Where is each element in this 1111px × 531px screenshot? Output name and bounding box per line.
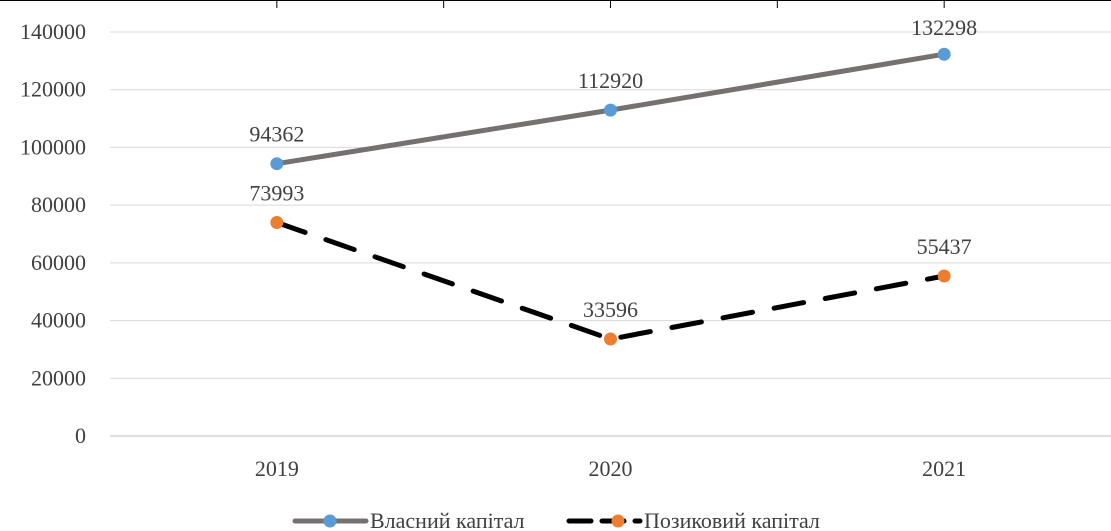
y-tick-label: 100000 <box>20 134 86 159</box>
y-tick-label: 140000 <box>20 19 86 44</box>
x-axis: 2019 2020 2021 <box>110 435 1111 481</box>
y-tick-label: 80000 <box>31 192 86 217</box>
y-tick-label: 40000 <box>31 308 86 333</box>
series-group <box>270 47 951 346</box>
data-label: 55437 <box>917 234 972 259</box>
x-tick-label: 2021 <box>922 456 966 481</box>
legend-marker-2 <box>611 514 625 528</box>
series-line-2 <box>274 220 947 342</box>
data-label: 33596 <box>583 297 638 322</box>
legend-marker-1 <box>323 514 337 528</box>
data-label: 132298 <box>911 15 977 40</box>
data-label: 112920 <box>578 68 643 93</box>
x-tick-label: 2019 <box>255 456 299 481</box>
series-2-point <box>270 215 284 229</box>
y-tick-label: 0 <box>75 423 86 448</box>
legend: Власний капітал Позиковий капітал <box>292 508 820 531</box>
series-2-point <box>604 332 617 346</box>
y-axis: 0 20000 40000 60000 80000 100000 120000 140000 <box>20 19 86 448</box>
legend-label-2: Позиковий капітал <box>644 508 820 531</box>
series-1-point <box>937 47 951 61</box>
legend-label-1: Власний капітал <box>370 508 525 531</box>
data-label: 73993 <box>249 180 304 205</box>
data-label: 94362 <box>249 122 304 147</box>
data-labels: 94362 112920 132298 73993 33596 55437 <box>249 15 977 322</box>
x-tick-label: 2020 <box>589 456 633 481</box>
y-tick-label: 60000 <box>31 250 86 275</box>
y-tick-label: 120000 <box>20 77 86 102</box>
series-2-point <box>937 269 951 283</box>
series-1-point <box>604 103 617 117</box>
y-tick-label: 20000 <box>31 365 86 390</box>
series-1-point <box>270 157 284 171</box>
gridlines <box>0 0 1111 379</box>
